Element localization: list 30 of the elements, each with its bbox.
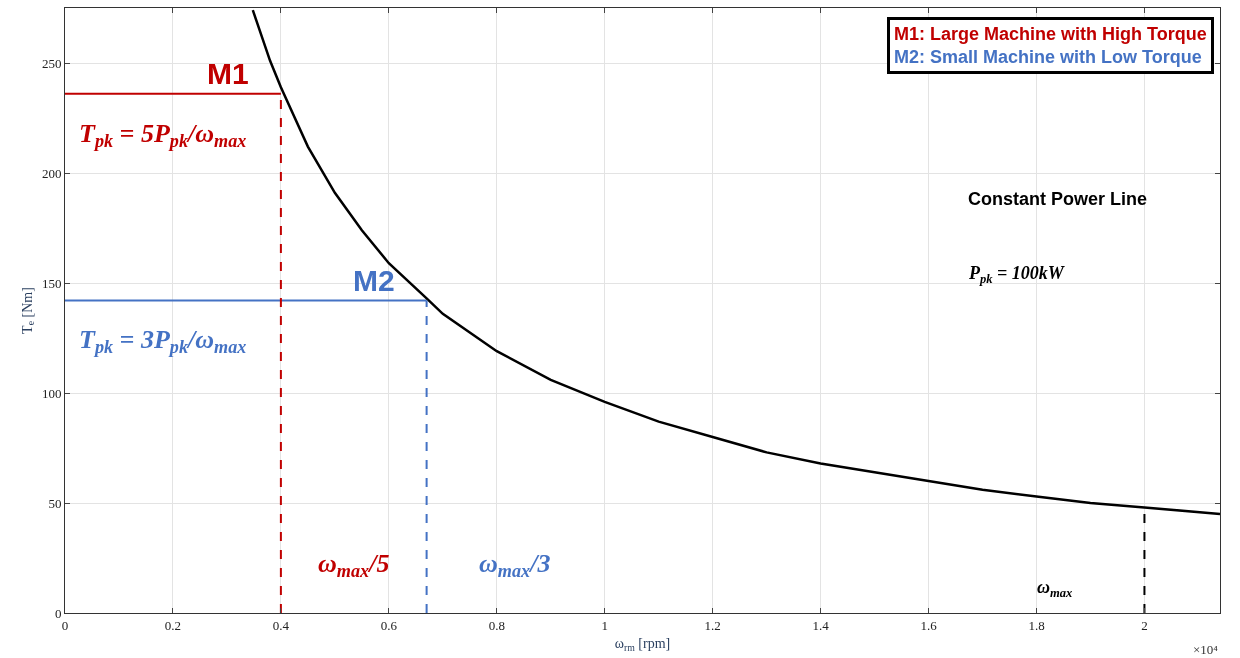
x-tick-label: 2 (1141, 617, 1148, 633)
line-series (251, 8, 1220, 516)
annotation: Constant Power Line (968, 189, 1148, 209)
y-tick-label: 100 (41, 385, 62, 401)
annotation: ω$_{max}$/5 (318, 549, 390, 582)
series-label: M2 (353, 264, 395, 297)
x-tick-label: 0.8 (488, 617, 505, 633)
y-tick-label: 50 (48, 495, 62, 511)
y-tick-label: 0 (54, 605, 62, 621)
text: ×10⁴ (1193, 642, 1219, 657)
x-tick-label: 1.4 (812, 617, 830, 633)
annotation: T$_{pk}$ = 5P$_{pk}$/ω$_{max}$ (79, 119, 247, 152)
annotation: ω$_{max}$ (1037, 577, 1073, 600)
x-tick-label: 1.2 (704, 617, 721, 633)
y-tick-label: 250 (41, 55, 62, 71)
x-tick-label: 1 (601, 617, 608, 633)
x-axis-title: ω$_{rm}$ [rpm] (614, 635, 671, 653)
annotation: M1: Large Machine with High Torque (894, 24, 1207, 44)
x-tick-label: 0.6 (380, 617, 398, 633)
annotation: ω$_{max}$/3 (479, 549, 551, 582)
x-tick-label: 1.6 (920, 617, 938, 633)
y-tick-label: 200 (41, 165, 62, 181)
x-tick-label: 0.4 (272, 617, 290, 633)
series-label: M1 (207, 57, 249, 90)
annotation: M2: Small Machine with Low Torque (894, 47, 1202, 68)
x-tick-label: 1.8 (1028, 617, 1045, 633)
annotation: T$_{pk}$ = 3P$_{pk}$/ω$_{max}$ (79, 325, 247, 358)
annotation: P$_{pk}$ = 100kW (968, 263, 1066, 286)
x-tick-label: 0.2 (164, 617, 182, 633)
y-tick-label: 150 (41, 275, 62, 291)
